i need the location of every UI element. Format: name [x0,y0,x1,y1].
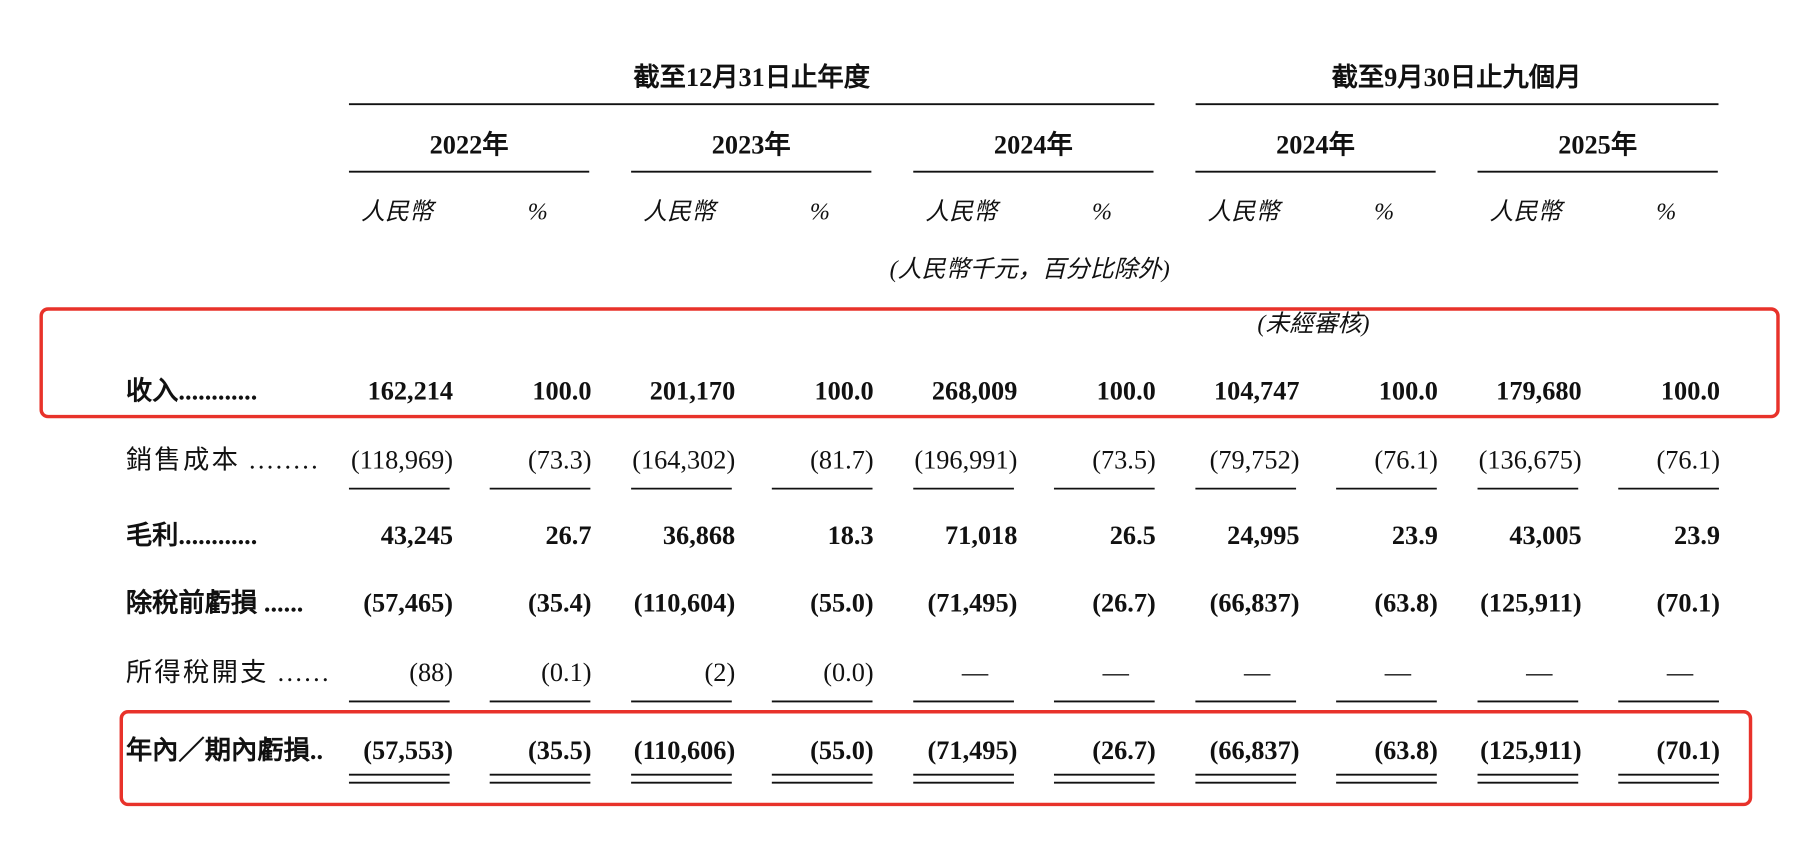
cell: (55.0) [810,736,874,765]
unit-header: % [1092,200,1112,226]
cell: (2) [705,658,736,687]
cell: — [961,658,989,687]
cell: 71,018 [945,521,1017,550]
cell: (66,837) [1210,736,1300,765]
unit-header: % [1656,200,1676,226]
cell: 26.7 [545,521,591,550]
cell: (136,675) [1479,445,1582,474]
cell: (73.3) [528,445,592,474]
cell: — [1384,658,1412,687]
row-label: 收入............ [126,377,257,406]
unaudited-note: (未經審核) [1257,311,1369,338]
cell: 100.0 [1379,377,1438,406]
group-header: 截至9月30日止九個月 [1332,63,1582,92]
cell: (26.7) [1092,588,1156,617]
cell: 100.0 [532,377,591,406]
cell: 104,747 [1214,377,1299,406]
cell: (73.5) [1092,445,1156,474]
cell: 268,009 [932,377,1017,406]
cell: (71,495) [928,736,1018,765]
cell: 201,170 [650,377,735,406]
cell: (110,606) [634,736,736,765]
unit-header: % [1374,200,1394,226]
cell: 43,005 [1509,521,1581,550]
unit-note: (人民幣千元，百分比除外) [890,256,1170,283]
year-header: 2022年 [430,130,509,160]
cell: (71,495) [928,588,1018,617]
cell: 43,245 [381,521,453,550]
cell: (79,752) [1210,445,1300,474]
cell: 24,995 [1227,521,1299,550]
row-label: 銷售成本 ........ [126,445,320,474]
cell: (81.7) [810,445,874,474]
cell: (57,465) [363,588,453,617]
row-label: 除稅前虧損 ...... [126,587,304,617]
cell: 100.0 [1097,377,1156,406]
unit-header: % [528,200,548,226]
cell: (57,553) [363,736,453,765]
cell: — [1243,658,1271,687]
cell: (63.8) [1374,736,1438,765]
cell: (0.0) [823,658,873,687]
cell: (35.5) [528,736,592,765]
year-header: 2024年 [994,130,1073,160]
cell: 36,868 [663,521,735,550]
unit-header: 人民幣 [361,199,437,226]
cell: 23.9 [1392,521,1438,550]
row-label: 年內／期內虧損.. [126,735,323,765]
unit-header: 人民幣 [643,199,719,226]
year-header: 2025年 [1558,130,1637,160]
cell: 26.5 [1110,521,1156,550]
year-header: 2023年 [712,130,791,160]
cell: (26.7) [1092,736,1156,765]
cell: (70.1) [1657,736,1721,765]
cell: (110,604) [634,588,736,617]
cell: (88) [409,658,453,687]
row-label: 所得稅開支 ...... [126,658,331,687]
cell: 23.9 [1674,521,1720,550]
group-header: 截至12月31日止年度 [633,62,870,92]
cell: — [1666,658,1694,687]
cell: (35.4) [528,588,592,617]
cell: (164,302) [632,445,735,474]
cell: (125,911) [1480,588,1582,617]
cell: (118,969) [351,445,453,474]
unit-header: 人民幣 [925,199,1001,226]
cell: — [1102,658,1130,687]
cell: (63.8) [1374,588,1438,617]
cell: 18.3 [828,521,874,550]
unit-header: 人民幣 [1490,199,1566,226]
cell: (70.1) [1657,588,1721,617]
cell: — [1525,658,1553,687]
cell: (76.1) [1657,445,1721,474]
cell: (76.1) [1374,445,1438,474]
unit-header: 人民幣 [1207,199,1283,226]
cell: 100.0 [814,377,873,406]
year-header: 2024年 [1276,130,1355,160]
cell: (0.1) [541,658,591,687]
cell: 179,680 [1496,377,1581,406]
cell: (196,991) [914,445,1017,474]
row-label: 毛利............ [126,521,257,550]
highlight-box [119,710,1753,807]
cell: (66,837) [1210,588,1300,617]
cell: (125,911) [1480,736,1582,765]
unit-header: % [810,200,830,226]
highlight-box [39,307,1780,419]
cell: (55.0) [810,588,874,617]
cell: 100.0 [1661,377,1720,406]
cell: 162,214 [368,377,453,406]
